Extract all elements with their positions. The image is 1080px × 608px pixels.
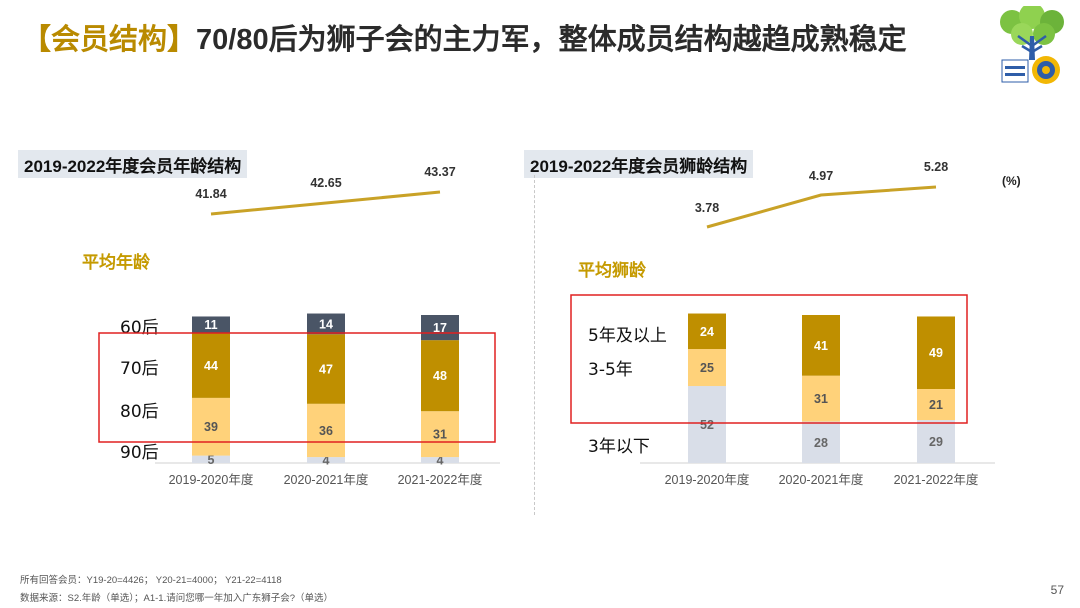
footer-sample-size: 所有回答会员：Y19-20=4426； Y20-21=4000； Y21-22=… — [20, 575, 282, 586]
bar-segment — [688, 349, 726, 387]
avg-line-1 — [706, 185, 937, 229]
bar-value-label: 14 — [319, 317, 333, 331]
bar-segment — [307, 457, 345, 463]
bar-value-label: 17 — [433, 321, 447, 335]
bar-value-label: 4 — [437, 454, 444, 468]
bar-segment — [917, 420, 955, 463]
bar-value-label: 28 — [814, 436, 828, 450]
cohort-label-3to5: 3-5年 — [588, 360, 633, 380]
bar-value-label: 31 — [814, 392, 828, 406]
bar-value-label: 4 — [323, 454, 330, 468]
bar-segment — [307, 313, 345, 335]
cohort-label-80s: 80后 — [120, 402, 159, 422]
bar-segment — [802, 315, 840, 376]
footer-source: 数据来源：S2.年龄（单选）；A1-1.请问您哪一年加入广东狮子会?（单选） — [20, 593, 333, 604]
avg-line-value: 42.65 — [310, 176, 341, 190]
bar-value-label: 48 — [433, 369, 447, 383]
avg-line-value: 4.97 — [809, 169, 833, 183]
bar-value-label: 47 — [319, 363, 333, 377]
avg-tenure-label: 平均狮龄 — [578, 261, 646, 280]
x-tick-label: 2021-2022年度 — [398, 472, 483, 487]
avg-age-label: 平均年龄 — [82, 253, 150, 272]
avg-line-value: 3.78 — [695, 201, 719, 215]
bar-value-label: 31 — [433, 428, 447, 442]
page-title: 【会员结构】70/80后为狮子会的主力军，整体成员结构越趋成熟稳定 — [22, 16, 907, 58]
bar-segment — [421, 315, 459, 341]
highlight-box-1 — [570, 294, 968, 424]
bar-value-label: 49 — [929, 346, 943, 360]
bar-segment — [802, 421, 840, 463]
title-tag: 【会员结构】 — [22, 24, 197, 56]
bar-value-label: 24 — [700, 325, 714, 339]
bar-value-label: 41 — [814, 339, 828, 353]
cohort-label-70s: 70后 — [120, 359, 159, 379]
bar-value-label: 36 — [319, 424, 333, 438]
x-tick-label: 2020-2021年度 — [779, 472, 864, 487]
cohort-label-5plus: 5年及以上 — [588, 326, 667, 346]
x-tick-label: 2021-2022年度 — [894, 472, 979, 487]
avg-line-value: 5.28 — [924, 160, 948, 174]
avg-line-value: 41.84 — [195, 187, 226, 201]
cohort-label-under3: 3年以下 — [588, 437, 650, 457]
bar-segment — [917, 389, 955, 421]
bar-segment — [802, 375, 840, 422]
bar-segment — [421, 340, 459, 412]
bar-value-label: 39 — [204, 420, 218, 434]
x-tick-label: 2019-2020年度 — [169, 472, 254, 487]
bar-segment — [917, 316, 955, 389]
lions-club-logo — [1000, 6, 1064, 84]
highlight-box-0 — [98, 332, 496, 443]
bar-segment — [192, 316, 230, 333]
title-text: 70/80后为狮子会的主力军，整体成员结构越趋成熟稳定 — [196, 24, 907, 56]
bar-segment — [421, 457, 459, 463]
bar-segment — [192, 397, 230, 456]
bar-segment — [192, 455, 230, 463]
avg-line-value: 43.37 — [424, 165, 455, 179]
bar-segment — [421, 411, 459, 458]
bar-value-label: 11 — [204, 318, 217, 332]
right-chart-title: 2019-2022年度会员狮龄结构 — [524, 150, 754, 178]
unit-label: (%) — [1002, 174, 1021, 188]
bar-value-label: 29 — [929, 435, 943, 449]
page-number: 57 — [1050, 583, 1064, 597]
bar-value-label: 5 — [208, 453, 215, 467]
left-chart-title: 2019-2022年度会员年龄结构 — [18, 150, 248, 178]
panel-divider — [534, 175, 535, 515]
bar-value-label: 44 — [204, 359, 218, 373]
bar-value-label: 21 — [929, 398, 943, 412]
bar-segment — [688, 386, 726, 463]
bar-segment — [688, 313, 726, 350]
avg-line-0 — [210, 190, 441, 216]
bar-segment — [307, 403, 345, 458]
x-tick-label: 2019-2020年度 — [665, 472, 750, 487]
cohort-label-90s: 90后 — [120, 443, 159, 463]
bar-value-label: 25 — [700, 361, 714, 375]
bar-value-label: 52 — [700, 418, 714, 432]
x-tick-label: 2020-2021年度 — [284, 472, 369, 487]
bar-segment — [307, 334, 345, 404]
bar-segment — [192, 332, 230, 398]
